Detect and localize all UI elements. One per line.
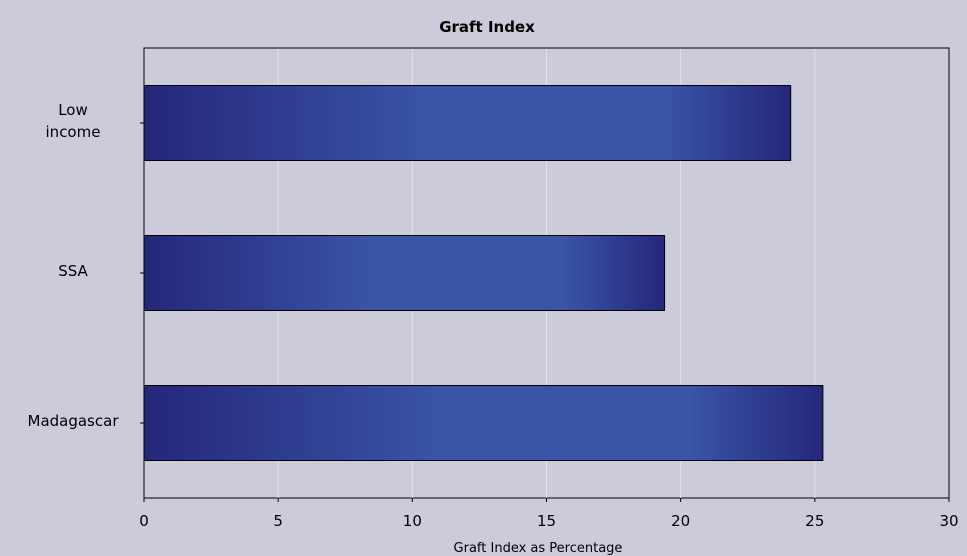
x-tick-label: 30 (939, 512, 958, 530)
bar-low-income (143, 85, 792, 161)
bar-madagascar (143, 385, 824, 461)
x-tick-label: 0 (139, 512, 149, 530)
x-tick-label: 15 (537, 512, 556, 530)
y-tick-label-line: Madagascar (28, 412, 120, 430)
y-tick-label-line: SSA (58, 262, 88, 280)
y-tick-label-line: income (46, 123, 101, 141)
y-tick-label-line: Low (58, 101, 88, 119)
chart-title: Graft Index (439, 18, 535, 36)
x-axis-label: Graft Index as Percentage (454, 541, 623, 556)
y-tick-label: SSA (58, 262, 88, 280)
x-tick-label: 10 (403, 512, 422, 530)
y-tick-label: Low income (46, 101, 101, 141)
x-tick-label: 5 (273, 512, 283, 530)
x-tick-label: 25 (805, 512, 824, 530)
y-tick-label: Madagascar (28, 412, 120, 430)
bar-ssa (143, 235, 666, 311)
x-tick-label: 20 (671, 512, 690, 530)
